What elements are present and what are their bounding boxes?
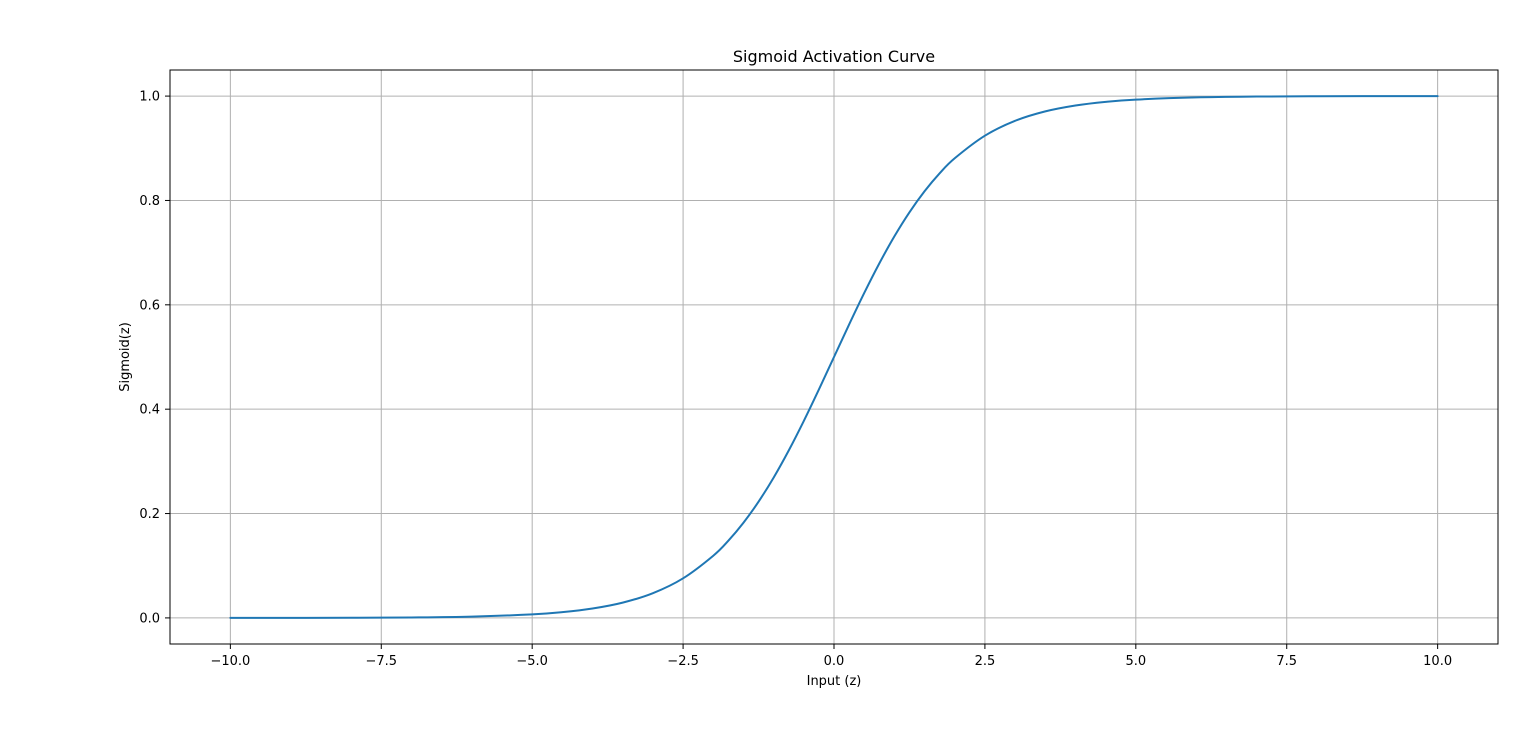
grid-layer	[170, 70, 1498, 644]
series-line-0	[229, 95, 1439, 619]
x-tick-label: 0.0	[824, 654, 845, 669]
x-tick-label: −5.0	[516, 654, 548, 669]
x-tick-label: 2.5	[975, 654, 996, 669]
x-tick-label: 7.5	[1276, 654, 1297, 669]
y-tick-label: 0.2	[139, 507, 160, 522]
x-tick-label: −2.5	[667, 654, 699, 669]
x-tick-label: −7.5	[365, 654, 397, 669]
tick-layer: −10.0 −7.5 −5.0 −2.5 0.0 2.5 5.0 7.5 10.0 0.0 0.2 0…	[139, 90, 1452, 669]
y-tick-label: 0.0	[139, 611, 160, 626]
y-tick-label: 0.4	[139, 403, 160, 418]
y-tick-label: 1.0	[139, 90, 160, 105]
y-axis-title: Sigmoid(z)	[118, 322, 133, 392]
x-tick-label: 10.0	[1423, 654, 1452, 669]
x-axis-title: Input (z)	[807, 674, 862, 689]
y-tick-label: 0.6	[139, 298, 160, 313]
series-layer	[229, 95, 1439, 619]
y-tick-label: 0.8	[139, 194, 160, 209]
x-tick-label: −10.0	[210, 654, 250, 669]
chart-title: Sigmoid Activation Curve	[733, 47, 935, 66]
x-tick-label: 5.0	[1125, 654, 1146, 669]
